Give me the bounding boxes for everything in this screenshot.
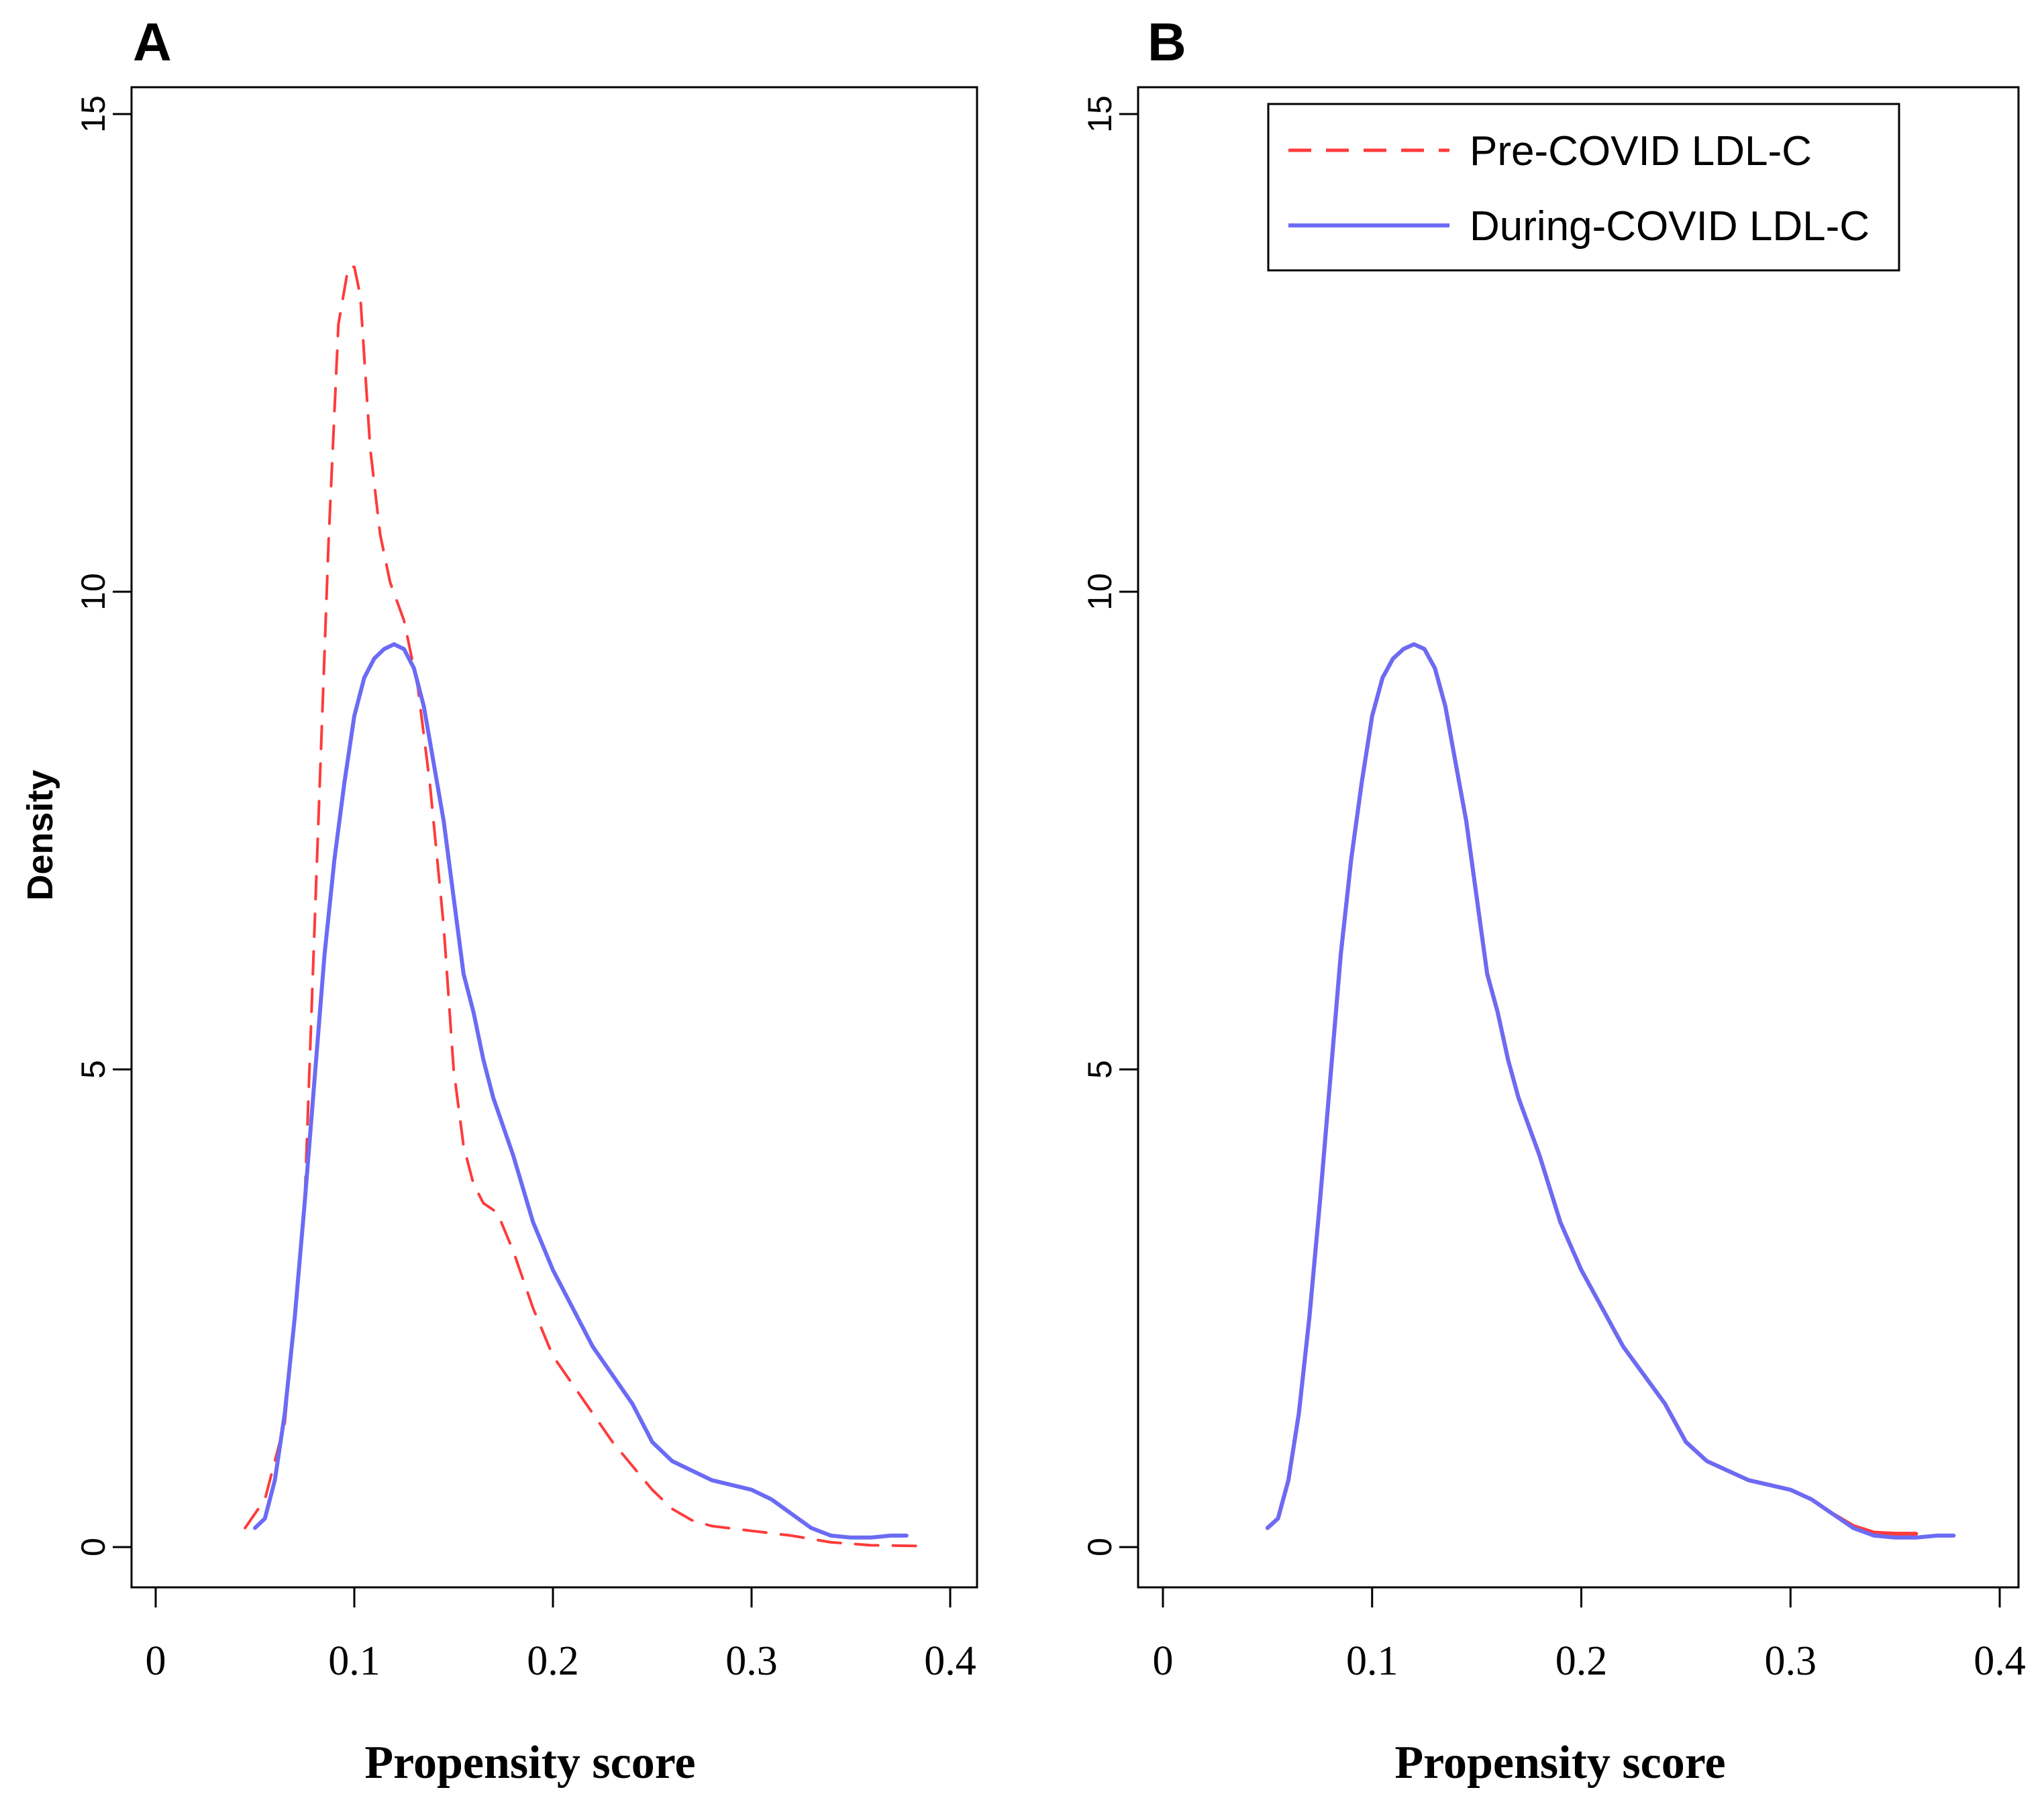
panel-a-letter: A (133, 12, 172, 72)
panel-b-series (1265, 642, 1956, 1540)
y-tick-label: 10 (1081, 573, 1119, 611)
y-tick-label: 0 (74, 1538, 112, 1556)
x-tick-label: 0.3 (725, 1638, 778, 1684)
y-tick-label: 15 (1081, 95, 1119, 133)
x-tick-label: 0 (146, 1638, 166, 1684)
panel-a-y-axis-label: Density (20, 770, 60, 900)
x-tick-label: 0.1 (328, 1638, 380, 1684)
legend-box (1267, 103, 1900, 272)
panel-a-plot-frame (130, 86, 978, 1589)
x-tick-label: 0.4 (1974, 1638, 2026, 1684)
panel-a: A Density Propensity score 0 0.1 0.2 0.3 0.4… (20, 12, 978, 1789)
y-tick-label: 15 (74, 95, 112, 133)
panel-a-y-ticks: 0 5 10 15 (74, 95, 132, 1556)
panel-b: B Propensity score 0 0.1 0.2 0.3 0.4 051015 … (1081, 12, 2026, 1789)
y-tick-label: 5 (74, 1060, 112, 1079)
legend-label-pre-covid: Pre-COVID LDL-C (1470, 128, 1812, 174)
panel-b-x-ticks: 0 0.1 0.2 0.3 0.4 (1153, 1587, 2026, 1684)
panel-a-series-line-pre-covid (244, 265, 932, 1548)
panel-b-plot-frame (1137, 86, 2020, 1589)
panel-b-x-axis-label: Propensity score (1394, 1737, 1725, 1789)
panel-a-x-ticks: 0 0.1 0.2 0.3 0.4 (146, 1587, 976, 1684)
y-tick-label: 0 (1081, 1538, 1119, 1556)
x-tick-label: 0 (1153, 1638, 1174, 1684)
x-tick-label: 0.1 (1346, 1638, 1398, 1684)
legend: Pre-COVID LDL-C During-COVID LDL-C (1267, 103, 1900, 272)
x-tick-label: 0.3 (1765, 1638, 1817, 1684)
x-tick-label: 0.2 (527, 1638, 579, 1684)
y-tick-label: 10 (74, 573, 112, 611)
legend-label-during-covid: During-COVID LDL-C (1470, 203, 1870, 250)
panel-a-series-line-during-covid (253, 642, 909, 1540)
panel-a-x-axis-label: Propensity score (364, 1737, 695, 1789)
panel-b-series-line-pre-covid (1265, 642, 1919, 1536)
y-tick-label: 5 (1081, 1060, 1119, 1079)
panel-a-series (244, 265, 932, 1548)
panel-b-letter: B (1147, 12, 1186, 72)
x-tick-label: 0.2 (1555, 1638, 1608, 1684)
x-tick-label: 0.4 (924, 1638, 976, 1684)
panel-b-series-line-during-covid (1265, 642, 1956, 1540)
panel-b-y-ticks: 0 5 10 15 (1081, 95, 1138, 1556)
